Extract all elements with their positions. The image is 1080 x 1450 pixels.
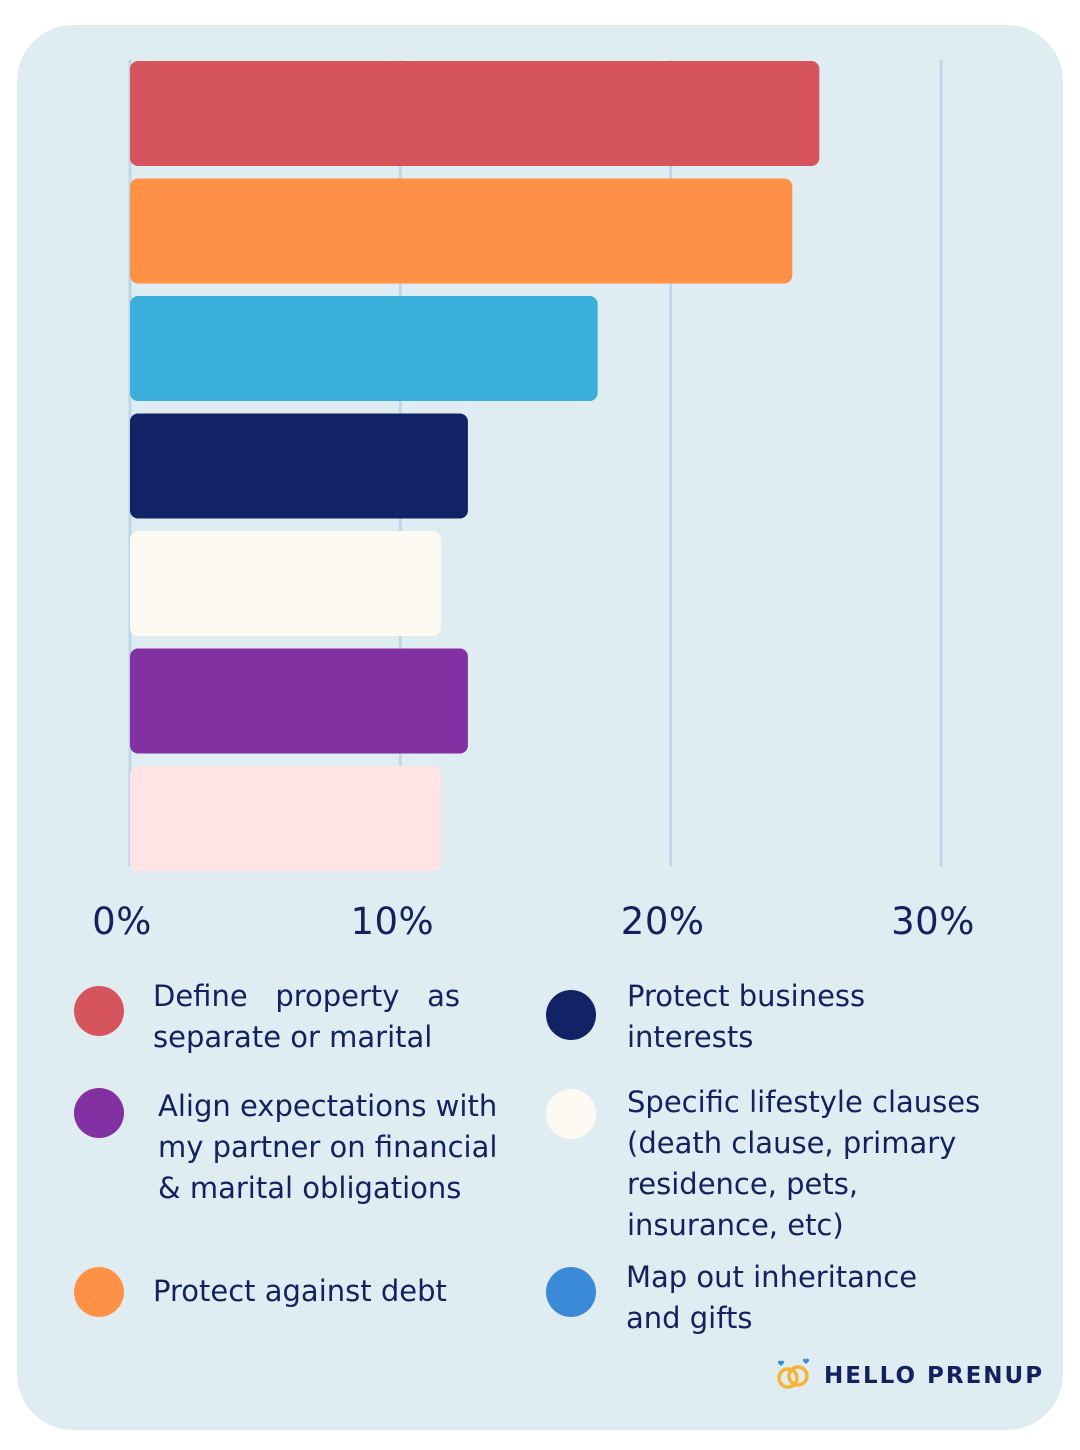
x-tick-label: 10%	[350, 900, 435, 943]
legend-label: Align expectations with my partner on fi…	[158, 1089, 498, 1205]
bar	[130, 766, 441, 871]
legend-label: Protect business interests	[627, 979, 866, 1054]
rings-icon	[774, 1357, 814, 1395]
bar	[130, 531, 441, 636]
legend-label: Define property as separate or marital	[153, 979, 460, 1054]
legend-item: Map out inheritance and gifts	[546, 1257, 966, 1339]
legend-label: Map out inheritance and gifts	[626, 1260, 918, 1335]
legend-item: Define property as separate or marital	[74, 976, 474, 1058]
bar	[130, 413, 468, 519]
brand-name: HELLO PRENUP	[824, 1363, 1045, 1389]
bar	[130, 648, 468, 754]
legend-item: Protect business interests	[546, 976, 946, 1058]
legend-swatch	[74, 1267, 124, 1317]
x-tick-label: 30%	[891, 900, 975, 943]
brand-logo: HELLO PRENUP	[774, 1357, 1044, 1395]
legend-swatch	[546, 990, 596, 1040]
x-tick-label: 20%	[620, 900, 705, 943]
legend-swatch	[74, 986, 124, 1036]
bar	[130, 178, 793, 284]
legend-item: Specific lifestyle clauses (death clause…	[546, 1082, 996, 1246]
bar	[130, 296, 598, 401]
legend-label: Specific lifestyle clauses (death clause…	[627, 1085, 981, 1242]
bar	[130, 61, 820, 166]
bars	[130, 61, 820, 871]
x-tick-label: 0%	[92, 900, 152, 943]
legend-item: Align expectations with my partner on fi…	[74, 1086, 514, 1209]
legend-item: Protect against debt	[74, 1267, 494, 1317]
legend-swatch	[74, 1088, 124, 1138]
legend-label: Protect against debt	[153, 1274, 447, 1308]
legend-swatch	[546, 1089, 596, 1139]
legend-swatch	[546, 1267, 596, 1317]
